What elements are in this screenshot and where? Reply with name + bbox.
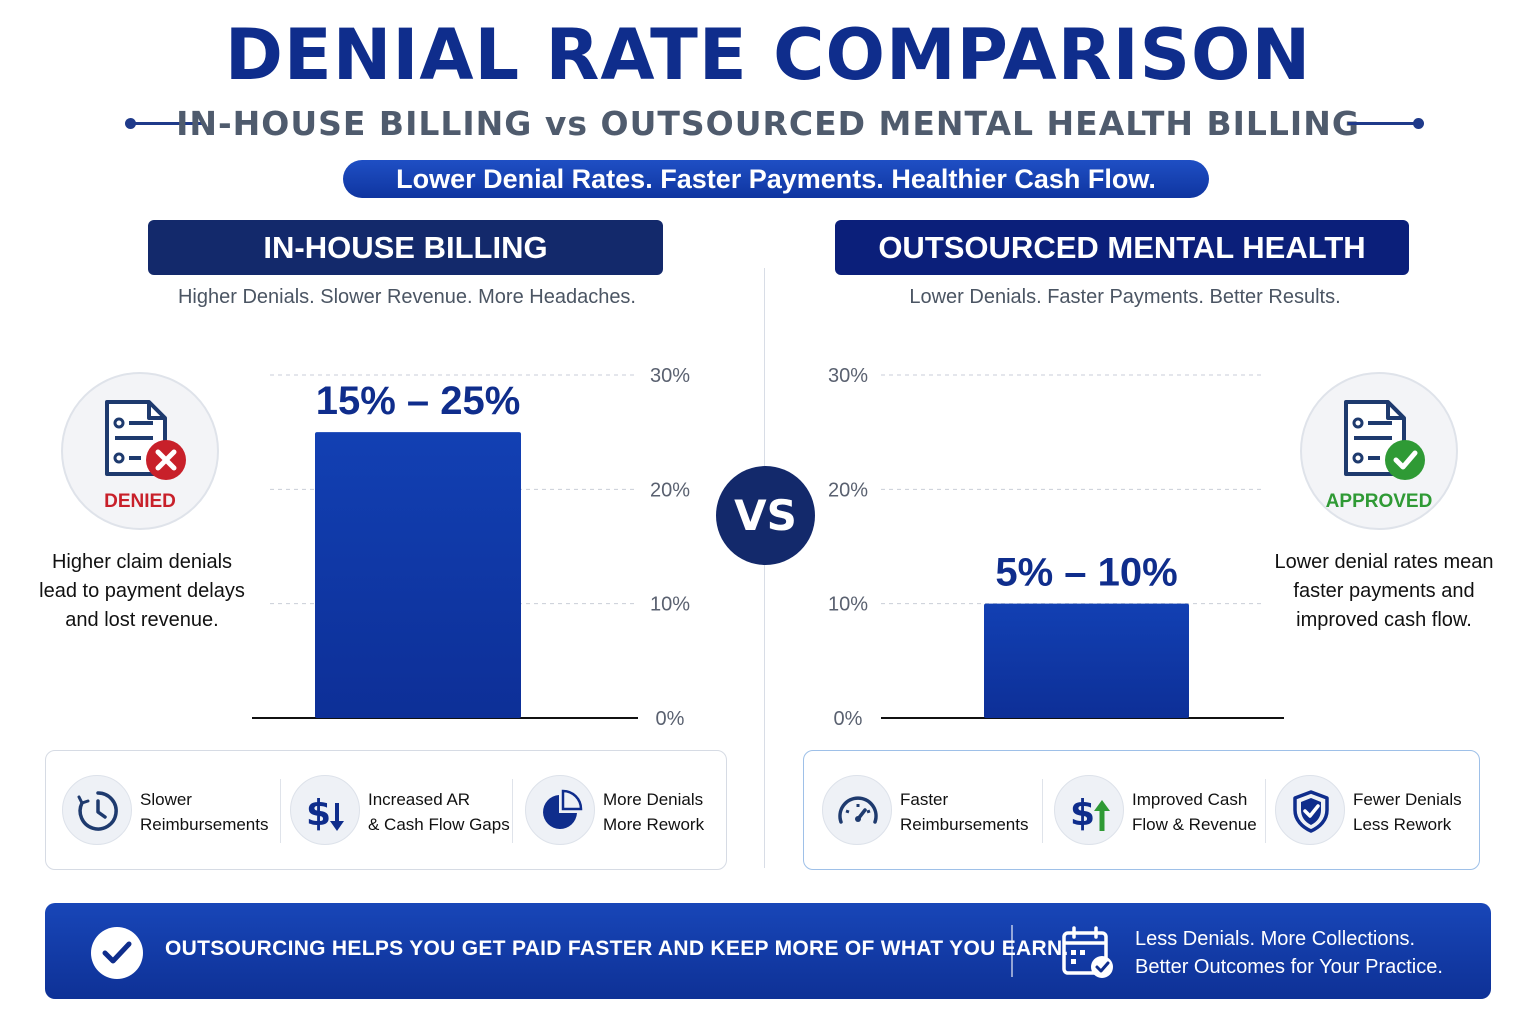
bar [984, 603, 1189, 718]
feature-separator [1042, 779, 1043, 843]
vs-badge: VS [716, 466, 815, 565]
feature-separator [1265, 779, 1266, 843]
feature-label: Fewer Denials Less Rework [1353, 790, 1462, 834]
outsourced-subheader: Lower Denials. Faster Payments. Better R… [909, 286, 1341, 308]
svg-text:$: $ [306, 793, 331, 833]
dollar-up-icon: $ [1054, 775, 1124, 845]
y-tick-label: 10% [828, 594, 868, 616]
center-divider [764, 268, 765, 868]
y-tick-label: 20% [828, 479, 868, 501]
shield-check-icon [1275, 775, 1345, 845]
outsourced-description: Lower denial rates mean faster payments … [1274, 551, 1494, 631]
y-tick-label: 30% [828, 365, 868, 387]
feature-label: Faster Reimbursements [900, 790, 1029, 834]
bottom-banner: OUTSOURCING HELPS YOU GET PAID FASTER AN… [45, 903, 1491, 999]
tagline-pill: Lower Denial Rates. Faster Payments. Hea… [343, 160, 1209, 198]
subtitle-left-line [130, 122, 202, 125]
approved-label: APPROVED [1325, 491, 1433, 512]
denied-badge: DENIED [61, 372, 219, 530]
subtitle-right-line [1348, 122, 1420, 125]
subtitle: IN-HOUSE BILLING vs OUTSOURCED MENTAL HE… [176, 104, 1360, 143]
denied-label: DENIED [104, 491, 176, 512]
speedometer-icon [822, 775, 892, 845]
banner-right-line1: Less Denials. More Collections. [1135, 928, 1416, 950]
main-title: DENIAL RATE COMPARISON [224, 14, 1312, 96]
outsourced-header: OUTSOURCED MENTAL HEALTH BILLING [835, 220, 1409, 320]
banner-separator [1011, 925, 1013, 977]
pie-chart-icon [525, 775, 595, 845]
y-tick-label: 30% [650, 365, 690, 387]
denied-document-icon [105, 400, 186, 480]
bar [315, 432, 521, 718]
feature-label: Improved Cash Flow & Revenue [1132, 790, 1257, 834]
banner-right-text: Less Denials. More Collections. Better O… [1135, 925, 1443, 981]
in-house-bar-chart: 0% 10% 20% 30% 15% – 25% [252, 365, 690, 730]
outsourced-features-box: Faster Reimbursements $ Improved Cash Fl… [803, 750, 1480, 870]
y-tick-label: 10% [650, 594, 690, 616]
in-house-features-box: Slower Reimbursements $ Increased AR & C… [45, 750, 727, 870]
banner-message: OUTSOURCING HELPS YOU GET PAID FASTER AN… [165, 937, 1069, 960]
svg-text:$: $ [1070, 793, 1095, 833]
feature-separator [280, 779, 281, 843]
y-tick-label: 0% [656, 708, 685, 730]
in-house-header: IN-HOUSE BILLING [148, 220, 663, 275]
calendar-check-icon [1062, 926, 1113, 978]
check-circle-icon [91, 927, 143, 979]
feature-label: Increased AR & Cash Flow Gaps [368, 790, 510, 834]
clock-icon [62, 775, 132, 845]
outsourced-bar-chart: 0% 10% 20% 30% 5% – 10% [828, 365, 1284, 730]
feature-label: More Denials More Rework [603, 790, 705, 834]
in-house-subheader: Higher Denials. Slower Revenue. More Hea… [177, 286, 636, 308]
y-tick-label: 0% [834, 708, 863, 730]
bar-data-label: 5% – 10% [995, 551, 1177, 595]
y-tick-label: 20% [650, 479, 690, 501]
banner-right-line2: Better Outcomes for Your Practice. [1135, 956, 1443, 978]
in-house-description: Higher claim denials lead to payment del… [39, 551, 245, 631]
feature-label: Slower Reimbursements [140, 790, 269, 834]
approved-badge: APPROVED [1300, 372, 1458, 530]
dollar-down-icon: $ [290, 775, 360, 845]
subtitle-right-dot [1413, 118, 1424, 129]
bar-data-label: 15% – 25% [316, 379, 521, 423]
approved-document-icon [1344, 400, 1425, 480]
feature-separator [512, 779, 513, 843]
